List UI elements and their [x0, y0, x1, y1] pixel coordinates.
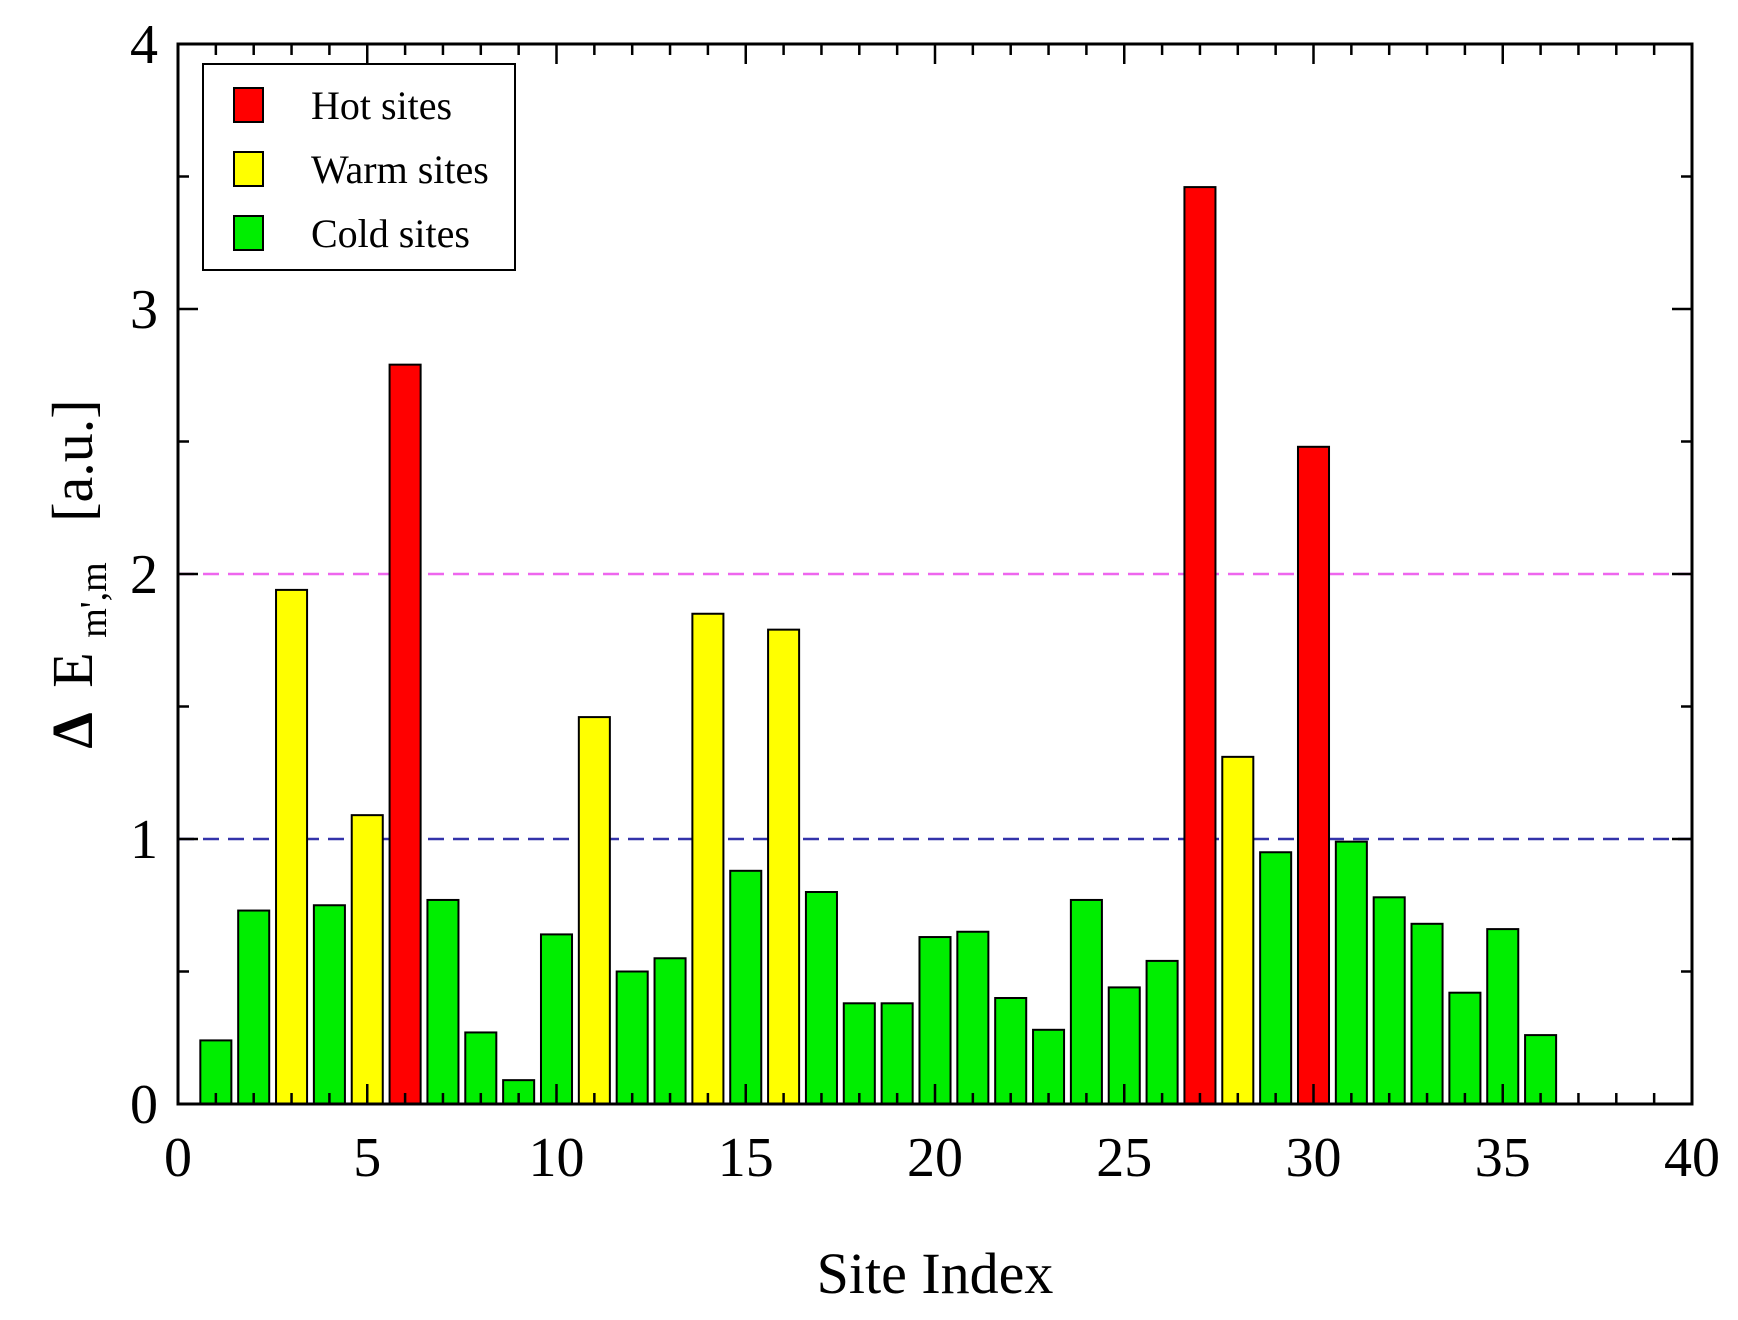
legend-swatch-warm [233, 151, 264, 187]
bar-site-28 [1221, 755, 1255, 1105]
bar-series [199, 186, 1558, 1106]
x-tick-label: 10 [529, 1127, 585, 1189]
bar-site-14 [691, 612, 725, 1105]
y-axis-title: Δ E m',m [a.u.] [40, 399, 119, 748]
x-tick-label: 0 [164, 1127, 192, 1189]
bar-site-17 [804, 891, 838, 1105]
x-tick-label: 20 [907, 1127, 963, 1189]
legend-label-warm: Warm sites [311, 147, 489, 192]
bar-site-33 [1410, 922, 1444, 1105]
x-tick-label: 40 [1664, 1127, 1720, 1189]
bar-site-6 [388, 363, 422, 1105]
bar-site-21 [956, 930, 990, 1105]
y-tick-label: 1 [130, 809, 158, 871]
bar-site-16 [767, 628, 801, 1106]
y-axis-subscript: m',m [73, 562, 115, 637]
bar-site-11 [577, 716, 611, 1105]
bar-site-18 [842, 1002, 876, 1105]
y-tick-label: 3 [130, 279, 158, 341]
bar-site-30 [1296, 445, 1331, 1105]
bar-site-31 [1334, 840, 1368, 1106]
axis-ticks [176, 42, 1694, 1106]
bar-site-34 [1448, 991, 1482, 1106]
bar-site-36 [1524, 1034, 1558, 1105]
legend-label-cold: Cold sites [311, 211, 470, 256]
y-tick-label: 2 [130, 544, 158, 606]
bar-site-8 [464, 1031, 498, 1105]
y-axis-delta: Δ [40, 712, 105, 748]
legend-swatch-cold [233, 215, 264, 251]
bar-site-22 [994, 997, 1028, 1105]
y-tick-label: 4 [130, 14, 158, 76]
x-tick-label: 25 [1096, 1127, 1152, 1189]
legend-label-hot: Hot sites [311, 83, 452, 128]
tick-labels: 0 5 10 15 20 25 30 35 40 0 1 2 3 4 [130, 14, 1720, 1189]
bar-site-19 [880, 1002, 914, 1105]
x-axis-title: Site Index [817, 1241, 1054, 1306]
bar-site-3 [275, 588, 309, 1105]
bar-site-5 [350, 814, 384, 1106]
x-tick-label: 5 [353, 1127, 381, 1189]
bar-site-4 [312, 904, 346, 1105]
bar-site-12 [615, 970, 649, 1105]
x-tick-label: 35 [1475, 1127, 1531, 1189]
legend-swatch-hot [233, 87, 264, 123]
bar-site-7 [426, 898, 460, 1106]
bar-site-2 [237, 909, 271, 1105]
x-tick-label: 15 [718, 1127, 774, 1189]
bar-site-24 [1069, 898, 1103, 1106]
bar-site-15 [729, 869, 763, 1105]
bar-site-26 [1145, 959, 1179, 1106]
bar-site-29 [1259, 851, 1293, 1105]
bar-site-10 [539, 933, 574, 1106]
y-tick-label: 0 [130, 1074, 158, 1136]
bar-site-27 [1183, 186, 1217, 1106]
legend: Hot sites Warm sites Cold sites [202, 63, 516, 271]
x-tick-label: 30 [1286, 1127, 1342, 1189]
reference-lines [178, 572, 1692, 841]
bar-site-32 [1372, 896, 1406, 1105]
y-axis-symbol: E [40, 652, 105, 687]
bar-site-35 [1486, 928, 1520, 1105]
y-axis-unit: [a.u.] [40, 399, 105, 521]
bar-site-20 [918, 936, 952, 1105]
bar-site-23 [1032, 1028, 1066, 1106]
bar-site-13 [653, 957, 687, 1105]
